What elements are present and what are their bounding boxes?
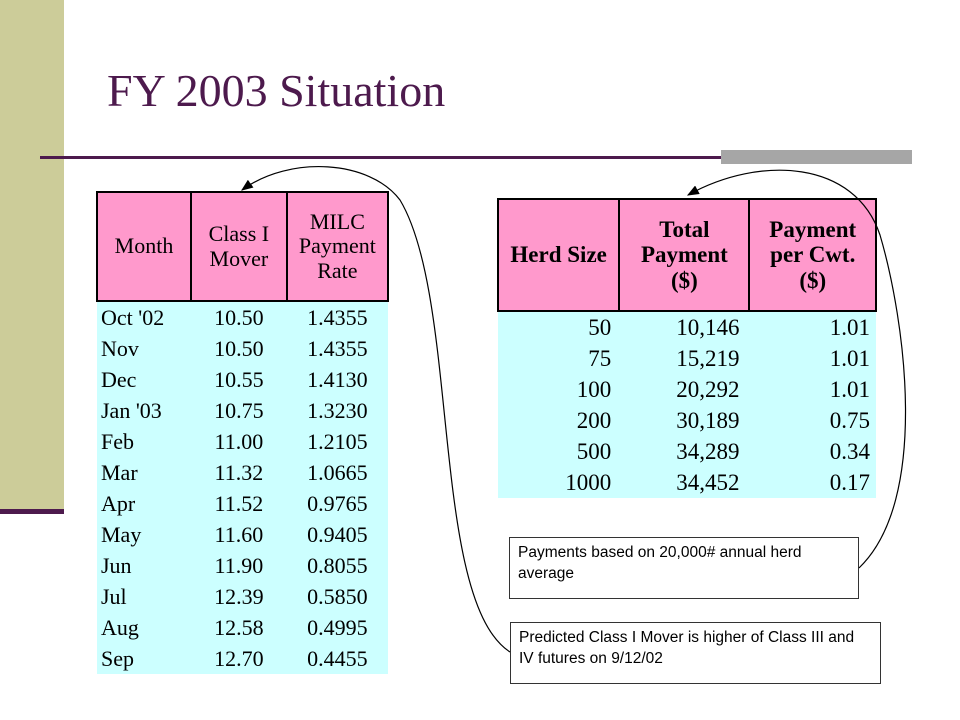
sidebar-accent-bar (0, 509, 64, 514)
total-payment-header: Total Payment ($) (618, 198, 751, 312)
month-cell: Jan '03 (97, 395, 191, 426)
class-i-mover-cell: 10.50 (190, 333, 287, 364)
month-cell: Aug (97, 612, 191, 643)
herd-size-cell: 75 (498, 343, 620, 374)
month-cell: Jun (97, 550, 191, 581)
payment-rate-cell: 0.4995 (286, 612, 388, 643)
total-payment-cell: 34,289 (619, 436, 750, 467)
table-row: 200 30,189 0.75 (498, 405, 876, 436)
herd-size-header: Herd Size (496, 198, 621, 312)
title-rule-accent (721, 150, 912, 164)
payment-per-cwt-cell: 0.75 (749, 405, 876, 436)
total-payment-cell: 10,146 (619, 311, 750, 343)
payment-rate-cell: 0.8055 (286, 550, 388, 581)
total-payment-cell: 20,292 (619, 374, 750, 405)
sidebar-decoration (0, 0, 64, 512)
payment-rate-cell: 0.9765 (286, 488, 388, 519)
class-i-mover-cell: 11.32 (190, 457, 287, 488)
connector-payments-to-total (686, 169, 907, 569)
payment-per-cwt-cell: 1.01 (749, 374, 876, 405)
table-row: May 11.60 0.9405 (97, 519, 388, 550)
month-cell: Sep (97, 643, 191, 674)
herd-size-cell: 100 (498, 374, 620, 405)
table-row: Oct '02 10.50 1.4355 (97, 301, 388, 333)
payment-rate-cell: 1.0665 (286, 457, 388, 488)
milc-payment-rate-header: MILC Payment Rate (285, 191, 390, 302)
total-payment-cell: 15,219 (619, 343, 750, 374)
milc-table-body: Oct '02 10.50 1.4355 Nov 10.50 1.4355 Dec 10.55… (97, 301, 388, 674)
class-i-mover-cell: 12.58 (190, 612, 287, 643)
payment-rate-cell: 0.9405 (286, 519, 388, 550)
herd-size-cell: 200 (498, 405, 620, 436)
table-row: Apr 11.52 0.9765 (97, 488, 388, 519)
class-i-mover-cell: 11.00 (190, 426, 287, 457)
payment-per-cwt-cell: 1.01 (749, 343, 876, 374)
payment-rate-cell: 1.4355 (286, 301, 388, 333)
class-i-mover-cell: 11.52 (190, 488, 287, 519)
table-row: Sep 12.70 0.4455 (97, 643, 388, 674)
table-row: Feb 11.00 1.2105 (97, 426, 388, 457)
payment-rate-cell: 0.4455 (286, 643, 388, 674)
table-row: 1000 34,452 0.17 (498, 467, 876, 498)
class-i-mover-cell: 11.60 (190, 519, 287, 550)
month-cell: Feb (97, 426, 191, 457)
payment-rate-cell: 1.3230 (286, 395, 388, 426)
table-row: Jul 12.39 0.5850 (97, 581, 388, 612)
payment-rate-cell: 0.5850 (286, 581, 388, 612)
table-row: 50 10,146 1.01 (498, 311, 876, 343)
class-i-mover-cell: 10.75 (190, 395, 287, 426)
month-header: Month (96, 191, 192, 302)
herd-table-body: 50 10,146 1.01 75 15,219 1.01 100 20,292 1.01 200… (498, 311, 876, 498)
predicted-mover-note: Predicted Class I Mover is higher of Cla… (510, 622, 881, 684)
table-row: Nov 10.50 1.4355 (97, 333, 388, 364)
payment-per-cwt-cell: 0.17 (749, 467, 876, 498)
payment-per-cwt-header: Payment per Cwt. ($) (748, 198, 877, 312)
month-cell: Apr (97, 488, 191, 519)
total-payment-cell: 30,189 (619, 405, 750, 436)
table-row: 500 34,289 0.34 (498, 436, 876, 467)
title-underline (40, 156, 912, 159)
table-row: 100 20,292 1.01 (498, 374, 876, 405)
class-i-mover-cell: 12.70 (190, 643, 287, 674)
payment-rate-cell: 1.2105 (286, 426, 388, 457)
table-row: 75 15,219 1.01 (498, 343, 876, 374)
connector-predicted-to-mover (241, 166, 511, 653)
month-cell: Oct '02 (97, 301, 191, 333)
class-i-mover-header: Class I Mover (189, 191, 288, 302)
payments-note: Payments based on 20,000# annual herd av… (509, 537, 859, 599)
month-cell: Nov (97, 333, 191, 364)
payment-per-cwt-cell: 0.34 (749, 436, 876, 467)
class-i-mover-cell: 10.55 (190, 364, 287, 395)
class-i-mover-cell: 10.50 (190, 301, 287, 333)
month-cell: Mar (97, 457, 191, 488)
table-row: Dec 10.55 1.4130 (97, 364, 388, 395)
slide-title: FY 2003 Situation (107, 65, 446, 116)
table-row: Jun 11.90 0.8055 (97, 550, 388, 581)
table-row: Jan '03 10.75 1.3230 (97, 395, 388, 426)
herd-size-cell: 50 (498, 311, 620, 343)
herd-size-cell: 500 (498, 436, 620, 467)
total-payment-cell: 34,452 (619, 467, 750, 498)
payment-rate-cell: 1.4130 (286, 364, 388, 395)
month-cell: May (97, 519, 191, 550)
payment-rate-cell: 1.4355 (286, 333, 388, 364)
table-row: Aug 12.58 0.4995 (97, 612, 388, 643)
month-cell: Dec (97, 364, 191, 395)
herd-size-cell: 1000 (498, 467, 620, 498)
milc-payment-table: Month Class I Mover MILC Payment Rate Oc… (96, 191, 390, 674)
table-row: Mar 11.32 1.0665 (97, 457, 388, 488)
class-i-mover-cell: 11.90 (190, 550, 287, 581)
payment-per-cwt-cell: 1.01 (749, 311, 876, 343)
herd-payment-table: Herd Size Total Payment ($) Payment per … (496, 198, 877, 498)
class-i-mover-cell: 12.39 (190, 581, 287, 612)
month-cell: Jul (97, 581, 191, 612)
